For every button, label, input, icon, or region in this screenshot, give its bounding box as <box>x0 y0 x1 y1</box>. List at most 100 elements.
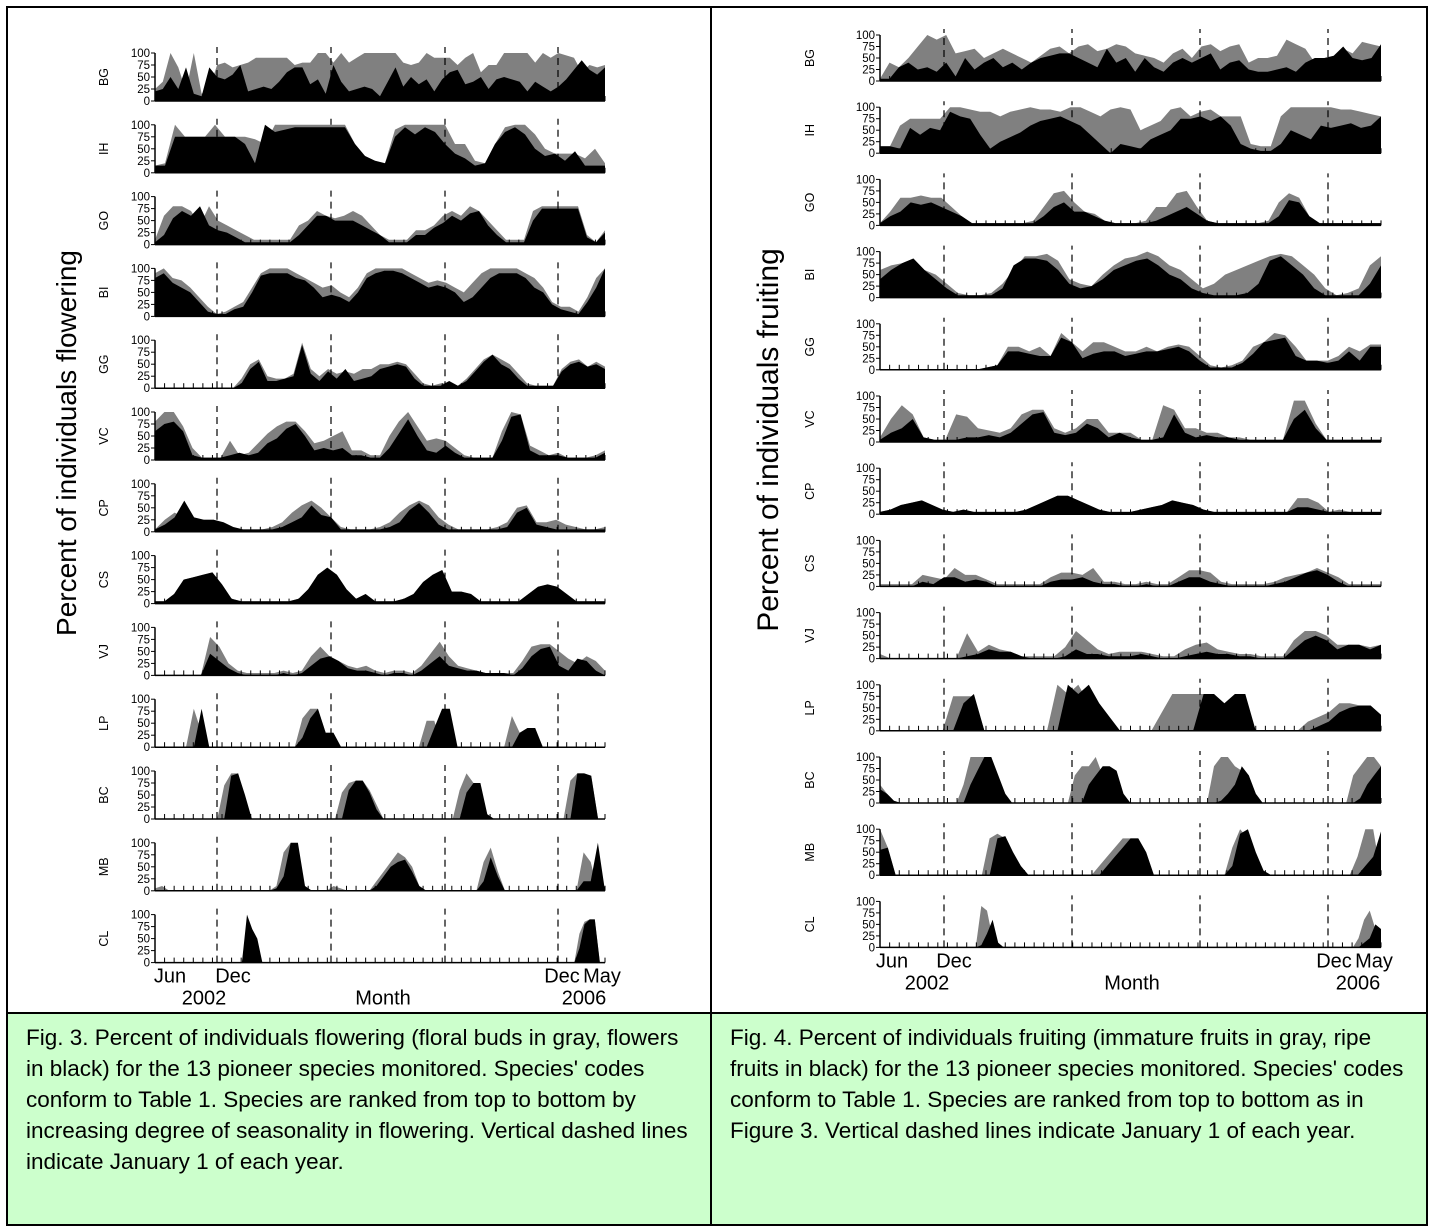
y-tick-label: 50 <box>862 53 875 65</box>
y-tick-label: 50 <box>862 631 875 643</box>
series-area-ripe-fruits-ih <box>880 111 1381 154</box>
series-area-ripe-fruits-bc <box>880 757 1381 803</box>
series-area-floral-buds-cl <box>155 919 605 963</box>
y-tick-label: 0 <box>869 509 875 521</box>
species-code-label: BI <box>803 269 817 281</box>
series-area-flowers-vc <box>155 414 605 460</box>
y-tick-label: 50 <box>862 558 875 570</box>
y-tick-label: 50 <box>862 847 875 859</box>
y-tick-label: 50 <box>137 144 150 156</box>
y-tick-label: 0 <box>869 870 875 882</box>
y-tick-label: 0 <box>869 942 875 954</box>
y-tick-label: 25 <box>137 84 150 96</box>
y-tick-label: 100 <box>131 694 150 706</box>
series-area-flowers-bi <box>155 268 605 317</box>
figure-4-caption: Fig. 4. Percent of individuals fruiting … <box>712 1014 1426 1224</box>
y-tick-label: 25 <box>137 802 150 814</box>
y-tick-label: 100 <box>856 174 875 186</box>
y-tick-label: 50 <box>137 72 150 84</box>
series-area-flowers-go <box>155 206 605 245</box>
y-tick-label: 100 <box>856 752 875 764</box>
y-axis-title: Percent of individuals flowering <box>51 250 82 636</box>
species-code-label: CL <box>97 931 111 947</box>
y-tick-label: 75 <box>862 619 875 631</box>
y-tick-label: 100 <box>131 551 150 563</box>
species-code-label: GG <box>97 354 111 373</box>
x-tick-label: Dec <box>1316 950 1352 972</box>
species-code-label: BG <box>803 49 817 67</box>
y-tick-label: 75 <box>137 922 150 934</box>
y-tick-label: 100 <box>131 622 150 634</box>
y-tick-label: 25 <box>137 515 150 527</box>
species-code-label: CL <box>803 916 817 932</box>
x-axis-title: Month <box>355 988 411 1010</box>
y-tick-label: 100 <box>131 838 150 850</box>
y-tick-label: 50 <box>862 414 875 426</box>
series-area-ripe-fruits-mb <box>880 829 1381 876</box>
y-tick-label: 25 <box>137 299 150 311</box>
y-tick-label: 75 <box>862 691 875 703</box>
species-code-label: IH <box>803 124 817 137</box>
series-area-ripe-fruits-vc <box>880 409 1381 442</box>
y-tick-label: 25 <box>862 426 875 438</box>
series-area-ripe-fruits-bi <box>880 256 1381 298</box>
y-tick-label: 100 <box>856 102 875 114</box>
species-code-label: VJ <box>803 628 817 643</box>
column-divider <box>710 6 712 1226</box>
y-tick-label: 50 <box>862 775 875 787</box>
species-code-label: BC <box>97 786 111 803</box>
series-area-immature-fruits-cl <box>880 906 1381 948</box>
y-tick-label: 75 <box>137 275 150 287</box>
species-code-label: CS <box>97 571 111 588</box>
series-area-ripe-fruits-go <box>880 200 1381 226</box>
species-code-label: GG <box>803 337 817 356</box>
species-code-label: MB <box>97 857 111 876</box>
x-tick-label: May <box>583 966 621 988</box>
species-code-label: VC <box>803 410 817 427</box>
series-area-floral-buds-bc <box>155 773 605 819</box>
y-tick-label: 100 <box>131 263 150 275</box>
year-label: 2006 <box>1336 972 1381 994</box>
y-tick-label: 0 <box>869 148 875 160</box>
y-tick-label: 25 <box>137 874 150 886</box>
species-code-label: GO <box>803 192 817 212</box>
y-tick-label: 25 <box>137 658 150 670</box>
y-tick-label: 100 <box>856 30 875 42</box>
series-area-floral-buds-vc <box>155 412 605 460</box>
y-tick-label: 25 <box>862 65 875 77</box>
x-tick-label: Dec <box>215 966 251 988</box>
x-tick-label: May <box>1355 950 1393 972</box>
y-tick-label: 100 <box>856 391 875 403</box>
species-code-label: BI <box>97 286 111 298</box>
year-label: 2002 <box>182 988 227 1010</box>
y-tick-label: 25 <box>862 859 875 871</box>
y-tick-label: 25 <box>862 281 875 293</box>
y-tick-label: 0 <box>869 726 875 738</box>
series-area-ripe-fruits-gg <box>880 337 1381 370</box>
y-tick-label: 50 <box>137 646 150 658</box>
y-tick-label: 100 <box>131 335 150 347</box>
y-tick-label: 50 <box>137 575 150 587</box>
y-tick-label: 50 <box>862 342 875 354</box>
y-tick-label: 100 <box>856 824 875 836</box>
x-tick-label: Dec <box>544 966 580 988</box>
y-tick-label: 25 <box>137 371 150 383</box>
y-tick-label: 25 <box>137 443 150 455</box>
y-tick-label: 25 <box>862 209 875 221</box>
species-code-label: CS <box>803 555 817 572</box>
y-tick-label: 0 <box>144 96 150 108</box>
